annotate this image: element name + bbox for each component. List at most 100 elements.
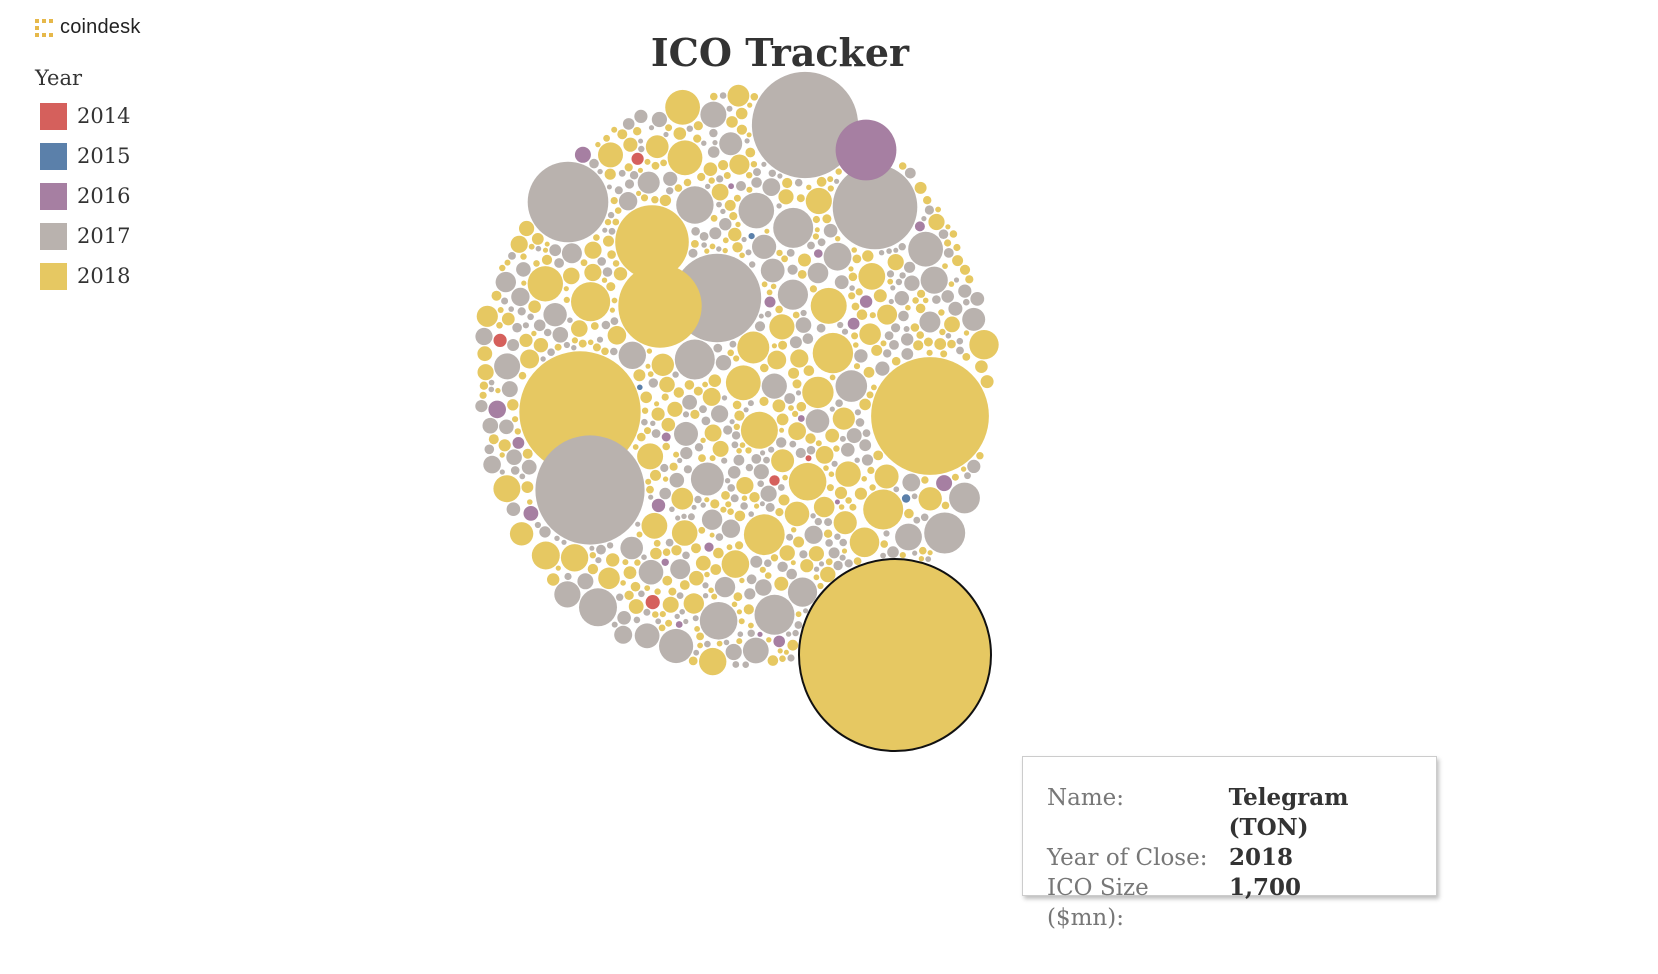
bubble-2017[interactable] [484, 444, 495, 455]
bubble-2017[interactable] [674, 421, 698, 446]
bubble-2017[interactable] [810, 513, 816, 519]
bubble-2018[interactable] [628, 599, 644, 614]
bubble-2017[interactable] [837, 321, 844, 329]
bubble-2017[interactable] [527, 161, 609, 243]
bubble-2018[interactable] [823, 529, 833, 538]
bubble-2017[interactable] [533, 319, 546, 332]
bubble-2017[interactable] [731, 441, 739, 449]
bubble-2018[interactable] [849, 527, 880, 558]
bubble-2018[interactable] [521, 280, 527, 286]
bubble-2018[interactable] [601, 347, 609, 356]
bubble-2018[interactable] [736, 638, 743, 645]
bubble-2017[interactable] [768, 446, 775, 453]
bubble-2017[interactable] [744, 138, 750, 144]
bubble-2018[interactable] [829, 374, 836, 381]
bubble-2017[interactable] [608, 227, 616, 235]
bubble-2017[interactable] [622, 118, 635, 130]
bubble-2018[interactable] [791, 527, 797, 533]
bubble-2017[interactable] [802, 333, 814, 345]
bubble-2017[interactable] [729, 340, 737, 348]
bubble-2018[interactable] [852, 254, 862, 264]
legend-item-2018[interactable]: 2018 [40, 256, 130, 296]
bubble-2018[interactable] [805, 187, 832, 215]
bubble-2018[interactable] [507, 399, 519, 411]
bubble-2018[interactable] [636, 531, 643, 538]
bubble-2018[interactable] [708, 587, 714, 594]
bubble-2018[interactable] [749, 492, 760, 503]
bubble-2018[interactable] [509, 522, 534, 546]
bubble-2017[interactable] [611, 621, 618, 628]
bubble-2018[interactable] [644, 158, 651, 165]
bubble-2018[interactable] [815, 446, 834, 464]
bubble-2018[interactable] [520, 253, 527, 260]
bubble-2018[interactable] [704, 571, 710, 578]
bubble-2018[interactable] [796, 401, 807, 412]
bubble-2018[interactable] [728, 227, 742, 242]
bubble-2018[interactable] [563, 286, 569, 292]
bubble-2017[interactable] [893, 486, 900, 493]
bubble-2018[interactable] [651, 407, 665, 421]
bubble-2018[interactable] [835, 168, 842, 175]
bubble-2017[interactable] [712, 140, 718, 146]
bubble-2016[interactable] [797, 415, 805, 422]
bubble-2016[interactable] [814, 249, 823, 258]
bubble-2018[interactable] [617, 129, 628, 140]
bubble-2018[interactable] [645, 478, 652, 485]
bubble-2017[interactable] [494, 353, 521, 380]
bubble-2018[interactable] [935, 206, 941, 213]
bubble-2018[interactable] [653, 539, 661, 547]
bubble-2018[interactable] [859, 398, 871, 411]
bubble-2018[interactable] [739, 577, 745, 584]
bubble-2018[interactable] [783, 649, 789, 655]
bubble-2018[interactable] [499, 264, 506, 272]
bubble-2018[interactable] [776, 249, 783, 257]
bubble-2017[interactable] [659, 628, 694, 664]
bubble-2017[interactable] [606, 184, 612, 190]
bubble-2018[interactable] [948, 281, 955, 287]
bubble-2018[interactable] [820, 566, 836, 583]
bubble-2018[interactable] [652, 611, 659, 618]
bubble-2017[interactable] [648, 494, 654, 500]
bubble-2017[interactable] [753, 464, 769, 480]
bubble-2017[interactable] [745, 463, 754, 472]
bubble-2017[interactable] [752, 234, 777, 259]
bubble-2017[interactable] [521, 459, 537, 475]
bubble-2017[interactable] [732, 661, 740, 668]
bubble-2018[interactable] [808, 546, 825, 562]
bubble-2018[interactable] [731, 601, 738, 608]
bubble-2017[interactable] [676, 186, 714, 224]
bubble-2017[interactable] [719, 218, 732, 231]
bubble-2018[interactable] [711, 593, 718, 600]
bubble-2017[interactable] [596, 544, 606, 555]
bubble-2018[interactable] [704, 497, 710, 503]
bubble-2017[interactable] [694, 495, 702, 504]
bubble-2018[interactable] [683, 178, 692, 187]
bubble-2018[interactable] [722, 237, 729, 244]
bubble-2017[interactable] [794, 178, 803, 187]
bubble-2018[interactable] [963, 330, 970, 336]
bubble-2017[interactable] [682, 551, 690, 560]
bubble-2017[interactable] [719, 132, 743, 156]
bubble-2017[interactable] [651, 429, 661, 438]
bubble-2017[interactable] [711, 405, 729, 423]
bubble-2017[interactable] [705, 183, 711, 190]
bubble-2018[interactable] [732, 242, 743, 253]
bubble-2017[interactable] [768, 169, 776, 177]
bubble-2018[interactable] [614, 207, 622, 214]
bubble-2018[interactable] [917, 289, 926, 298]
bubble-2018[interactable] [531, 330, 537, 337]
bubble-2017[interactable] [602, 267, 613, 277]
bubble-2017[interactable] [785, 631, 792, 637]
bubble-highlighted[interactable] [798, 558, 992, 752]
bubble-2017[interactable] [680, 447, 693, 460]
bubble-2017[interactable] [716, 175, 724, 183]
bubble-2018[interactable] [759, 396, 769, 406]
bubble-2018[interactable] [736, 477, 754, 495]
bubble-2018[interactable] [912, 297, 919, 304]
bubble-2018[interactable] [726, 544, 733, 551]
bubble-2018[interactable] [659, 611, 666, 618]
bubble-2017[interactable] [835, 399, 843, 408]
bubble-2017[interactable] [607, 211, 615, 219]
bubble-2018[interactable] [651, 353, 674, 376]
bubble-2017[interactable] [789, 336, 802, 349]
